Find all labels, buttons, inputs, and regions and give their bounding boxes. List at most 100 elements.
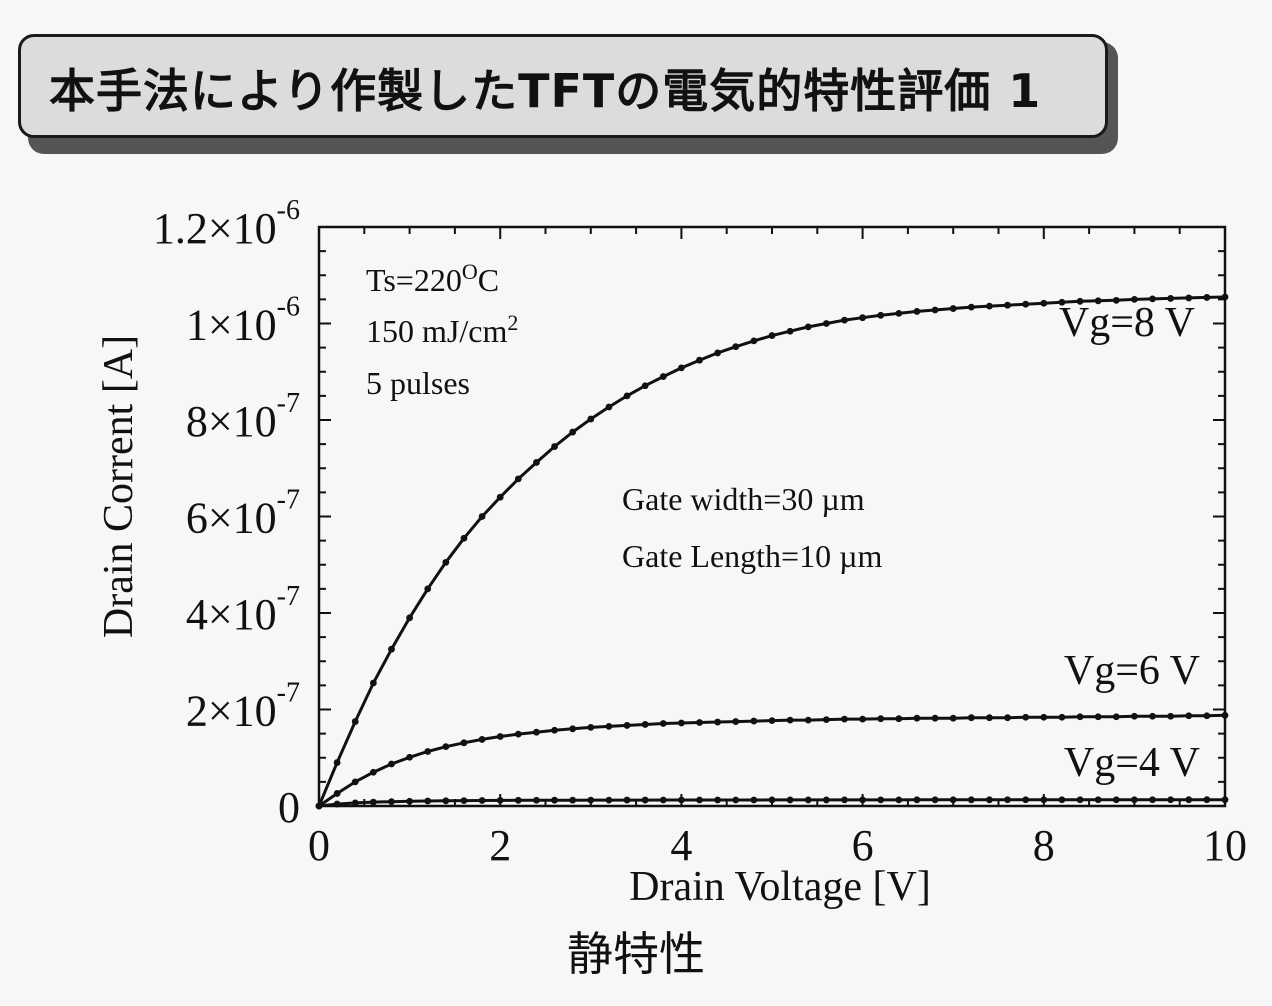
data-point — [986, 796, 993, 804]
data-point — [1022, 796, 1030, 804]
data-point — [1076, 796, 1084, 804]
data-point — [967, 303, 975, 311]
data-point — [931, 306, 939, 314]
data-point — [949, 714, 957, 722]
data-point — [1112, 713, 1120, 721]
data-point — [1094, 713, 1102, 721]
data-point — [388, 798, 395, 806]
data-point — [569, 796, 577, 804]
data-point — [424, 797, 432, 805]
data-point — [768, 717, 776, 724]
data-point — [369, 768, 377, 776]
data-point — [859, 796, 866, 804]
data-point — [460, 797, 468, 805]
data-point — [478, 513, 486, 520]
data-point — [1167, 295, 1175, 302]
data-point — [369, 679, 377, 687]
data-point — [351, 778, 359, 786]
data-point — [841, 715, 848, 723]
data-point — [913, 308, 921, 315]
series-label: Vg=6 V — [1064, 648, 1200, 694]
data-point — [895, 309, 903, 317]
data-point — [551, 796, 558, 804]
data-point — [333, 800, 341, 808]
annotation-gate-length: Gate Length=10 µm — [622, 538, 883, 574]
data-point — [533, 796, 540, 804]
y-tick-label: 1×10-6 — [186, 292, 300, 350]
slide-title: 本手法により作製したTFTの電気的特性評価 1 — [49, 64, 1042, 118]
data-point — [424, 585, 432, 593]
data-point — [496, 493, 504, 501]
data-point — [1112, 796, 1120, 804]
data-point — [1203, 796, 1211, 804]
y-tick-label: 1.2×10-6 — [153, 195, 300, 253]
data-point — [732, 796, 740, 804]
title-box: 本手法により作製したTFTの電気的特性評価 1 — [18, 34, 1108, 138]
data-point — [786, 716, 794, 724]
data-point — [1094, 297, 1102, 305]
data-point — [1076, 297, 1084, 305]
data-point — [750, 796, 758, 804]
data-point — [768, 332, 776, 339]
data-point — [786, 327, 794, 335]
data-point — [605, 796, 613, 804]
data-point — [822, 716, 830, 724]
data-point — [1040, 299, 1048, 307]
slide-caption: 静特性 — [567, 927, 705, 981]
data-point — [351, 718, 359, 725]
data-point — [1203, 712, 1211, 720]
data-point — [822, 796, 830, 804]
data-point — [696, 356, 703, 364]
x-tick-label: 4 — [670, 821, 692, 870]
data-point — [623, 796, 631, 804]
data-point — [696, 796, 703, 804]
data-point — [967, 714, 975, 722]
data-point — [750, 717, 758, 725]
data-point — [678, 364, 685, 372]
data-point — [1185, 712, 1193, 720]
data-point — [841, 796, 848, 804]
data-point — [859, 314, 866, 322]
data-point — [841, 316, 848, 324]
data-point — [533, 728, 540, 736]
data-point — [895, 796, 903, 804]
data-point — [949, 305, 957, 312]
data-point — [714, 718, 722, 726]
x-axis-label: Drain Voltage [V] — [629, 864, 931, 910]
data-point — [1058, 796, 1066, 804]
data-point — [569, 725, 577, 733]
data-point — [732, 343, 740, 351]
data-point — [587, 415, 595, 423]
data-point — [804, 323, 812, 331]
data-point — [913, 796, 921, 804]
data-point — [1004, 714, 1011, 722]
y-tick-label: 0 — [278, 783, 300, 832]
data-point — [1185, 796, 1193, 804]
data-point — [514, 730, 522, 738]
data-point — [877, 796, 885, 804]
data-point — [1094, 796, 1102, 804]
data-point — [1167, 796, 1175, 804]
data-point — [623, 722, 631, 729]
data-point — [369, 798, 377, 806]
x-tick-label: 0 — [308, 821, 330, 870]
data-point — [333, 790, 341, 797]
data-point — [1149, 712, 1156, 720]
data-point — [714, 796, 722, 804]
data-point — [804, 716, 812, 724]
data-point — [514, 796, 522, 804]
data-point — [587, 723, 595, 731]
data-point — [1040, 713, 1048, 721]
data-point — [351, 799, 359, 807]
data-point — [496, 733, 504, 740]
data-point — [424, 748, 432, 755]
data-point — [678, 796, 685, 804]
series-label: Vg=8 V — [1059, 300, 1195, 346]
data-point — [605, 403, 613, 411]
data-point — [406, 753, 413, 761]
data-point — [605, 722, 613, 730]
y-tick-label: 4×10-7 — [186, 581, 300, 639]
data-point — [587, 796, 595, 804]
